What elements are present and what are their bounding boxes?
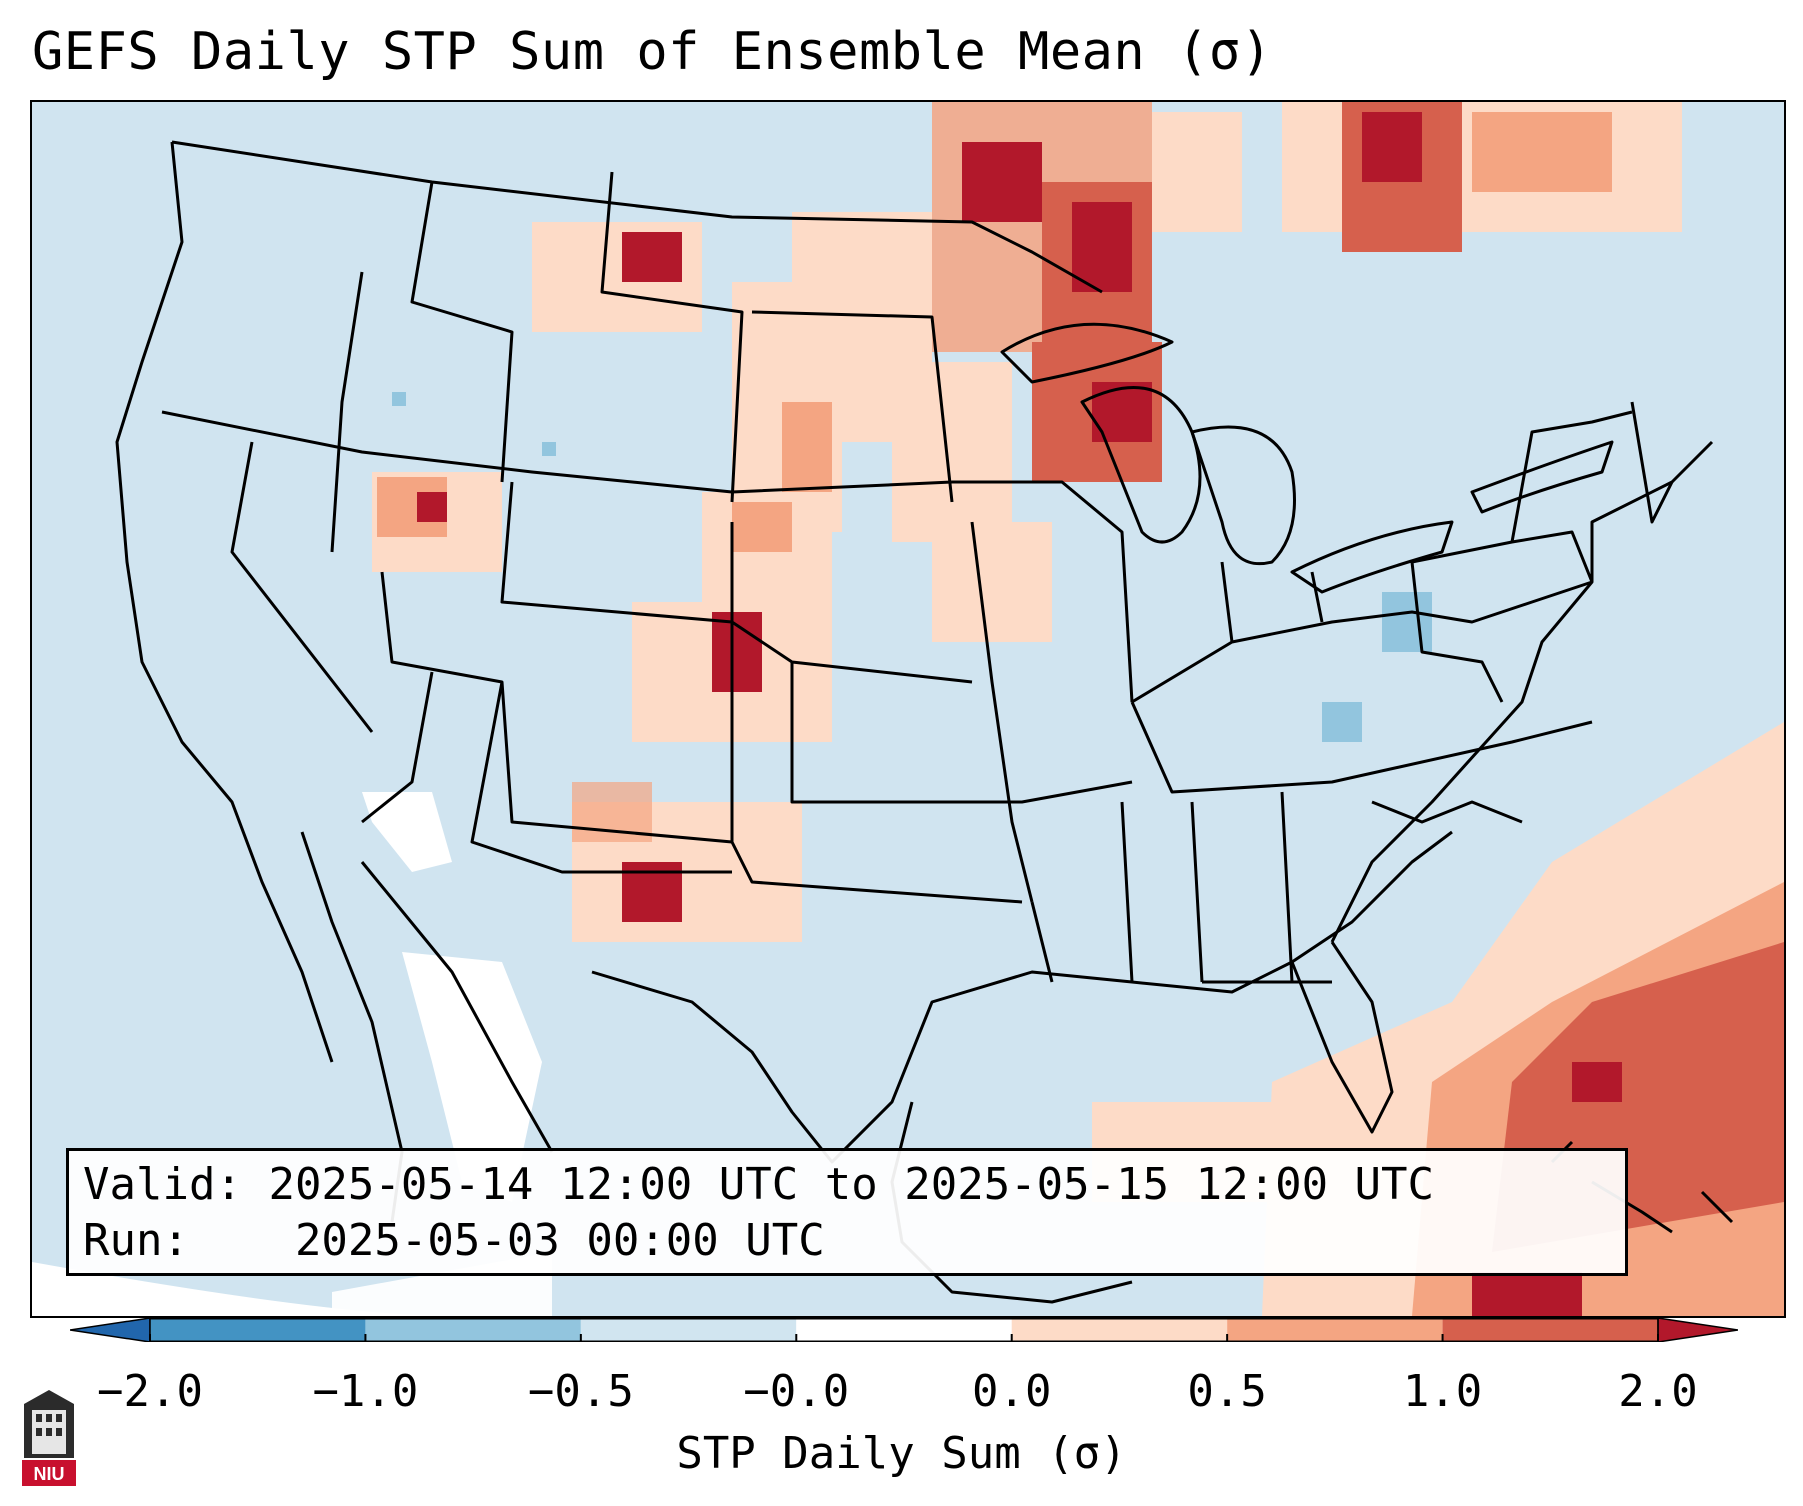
colorbar-frame — [149, 1318, 1659, 1342]
colorbar-tick-label: 0.0 — [971, 1366, 1052, 1417]
anomaly-upper-midwest — [792, 102, 1242, 642]
colorbar-bin-5 — [1011, 1318, 1228, 1342]
anomaly-utah — [372, 472, 502, 572]
run-value: 2025-05-03 00:00 UTC — [294, 1215, 825, 1266]
logo-text: NIU — [34, 1464, 65, 1484]
anomaly-mexico-neutral — [332, 792, 552, 1316]
run-row: Run: 2025-05-03 00:00 UTC — [83, 1213, 1611, 1269]
colorbar-tick-label: 2.0 — [1618, 1366, 1698, 1417]
colorbar-tick-label: −2.0 — [97, 1366, 203, 1417]
colorbar-bin-1 — [150, 1318, 366, 1342]
valid-label: Valid: — [83, 1159, 242, 1210]
run-label: Run: — [83, 1215, 189, 1266]
valid-row: Valid: 2025-05-14 12:00 UTC to 2025-05-1… — [83, 1157, 1611, 1213]
stp-anomaly-map — [30, 100, 1786, 1318]
valid-value: 2025-05-14 12:00 UTC to 2025-05-15 12:00… — [268, 1159, 1435, 1210]
anomaly-negative-pockets — [392, 392, 1432, 742]
colorbar-extend-high — [1657, 1318, 1738, 1342]
anomaly-northern-plains — [532, 222, 842, 612]
colorbar-bin-3 — [580, 1318, 797, 1342]
colorbar-label: STP Daily Sum (σ) — [676, 1428, 1127, 1479]
colorbar-bin-4 — [796, 1318, 1012, 1342]
colorbar-tick-label: 0.5 — [1187, 1366, 1267, 1417]
anomaly-quebec — [1282, 102, 1682, 252]
colorbar-tick-label: −1.0 — [312, 1366, 419, 1417]
university-tower-icon: NIU — [22, 1390, 76, 1486]
colorbar — [70, 1318, 1738, 1342]
state-borders — [115, 140, 1734, 1304]
map-canvas — [32, 102, 1784, 1316]
validity-info-box: Valid: 2025-05-14 12:00 UTC to 2025-05-1… — [66, 1148, 1628, 1276]
globe-edge — [32, 1262, 452, 1316]
colorbar-bin-2 — [365, 1318, 581, 1342]
colorbar-tick-label: −0.0 — [743, 1366, 850, 1417]
colorbar-bin-6 — [1227, 1318, 1443, 1342]
colorbar-extend-low — [70, 1318, 151, 1342]
colorbar-bin-7 — [1442, 1318, 1658, 1342]
colorbar-tick-label: −0.5 — [527, 1366, 634, 1417]
chart-title: GEFS Daily STP Sum of Ensemble Mean (σ) — [32, 22, 1273, 82]
colorbar-bins — [70, 1318, 1738, 1342]
niu-logo: NIU — [20, 1388, 78, 1488]
colorbar-tick-label: 1.0 — [1402, 1366, 1483, 1417]
anomaly-west-texas — [572, 782, 802, 942]
